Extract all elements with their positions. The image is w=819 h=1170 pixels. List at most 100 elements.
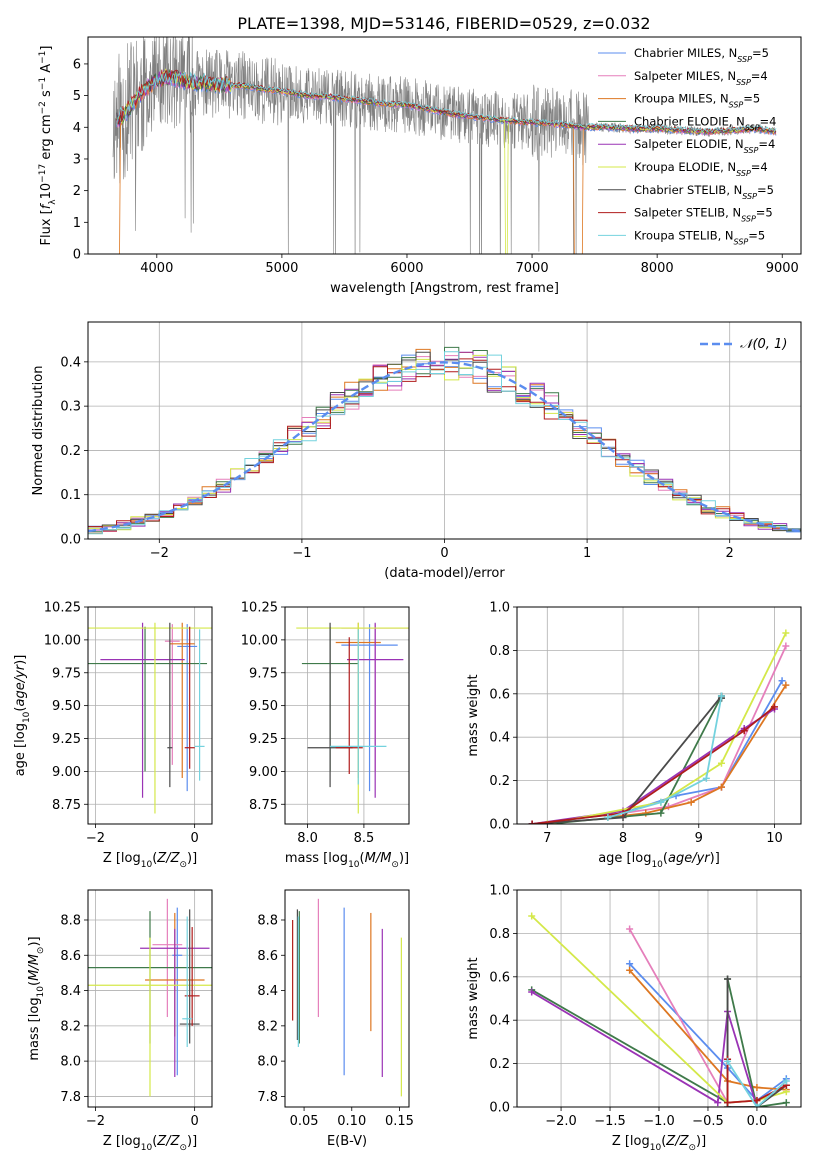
axis-label-part: Z xyxy=(156,851,167,866)
weight-point-marker xyxy=(753,1096,761,1104)
weight-series-line xyxy=(531,991,758,1107)
y-tick-label: 1 xyxy=(73,216,81,231)
y-tick-label: 0.6 xyxy=(489,970,510,985)
y-tick-label: 0.4 xyxy=(489,731,510,746)
axis-label-part: mass weight xyxy=(466,674,481,756)
y-tick-label: 0.2 xyxy=(489,774,510,789)
axis-label-part: / xyxy=(691,851,698,866)
axis-label-part: mass weight xyxy=(466,957,481,1039)
y-tick-label: 0.8 xyxy=(489,644,510,659)
legend-entry-sub: SSP xyxy=(729,100,744,109)
x-tick-label: 8 xyxy=(619,831,627,846)
y-tick-label: 3 xyxy=(73,152,81,167)
legend-entry-base: Chabrier STELIB, N xyxy=(634,183,742,197)
y-tick-label: 10.25 xyxy=(44,601,81,616)
weight-point-marker xyxy=(724,1057,732,1065)
legend-entry-sub: SSP xyxy=(744,146,759,155)
axis-label-part: (data-model)/error xyxy=(384,566,505,581)
x-tick-label: −0.5 xyxy=(692,1114,724,1129)
weight-point-marker xyxy=(770,703,778,711)
y-tick-label: 1.0 xyxy=(489,601,510,616)
axis-label-part: )] xyxy=(13,655,28,665)
y-tick-label: 8.0 xyxy=(60,1055,81,1070)
axis-label: Normed distribution xyxy=(31,366,46,496)
weight-series-line xyxy=(726,1060,787,1107)
legend-entry: Chabrier MILES, NSSP=5 xyxy=(634,46,769,64)
axis-label-part: 10 xyxy=(651,860,663,870)
axes-frame xyxy=(516,889,802,1108)
weight-point-marker xyxy=(626,966,634,974)
axes-frame xyxy=(284,889,410,1108)
axis-label-part: ( xyxy=(152,1134,157,1149)
axis-label-part: ⊙ xyxy=(391,860,399,870)
weight-point-marker xyxy=(717,783,725,791)
legend-entry-base: Salpeter STELIB, N xyxy=(634,206,741,220)
axis-label-part: ⊙ xyxy=(179,1143,187,1153)
axes-frame xyxy=(87,321,802,540)
axis-label-part: mass [log xyxy=(27,997,42,1060)
axis-label-part: 10 xyxy=(141,1143,153,1153)
y-tick-label: 1.0 xyxy=(489,884,510,899)
axis-label-part: wavelength [Angstrom, rest frame] xyxy=(330,281,559,296)
axis-label-part: λ xyxy=(48,199,58,205)
x-tick-label: 0.05 xyxy=(290,1114,319,1129)
axis-label-part: 10 xyxy=(650,1143,662,1153)
weight-point-marker xyxy=(702,774,710,782)
legend-entry: Kroupa STELIB, NSSP=5 xyxy=(634,228,765,246)
weight-point-marker xyxy=(626,925,634,933)
weight-point-marker xyxy=(782,629,790,637)
y-tick-label: 8.75 xyxy=(249,798,278,813)
panel-mass_weight_vs_Z: −2.0 −1.5 −1.0 −0.5 0.0 0.0 0.2 0.4 0.6 0.8 1.0 Z [… xyxy=(466,884,802,1153)
y-tick-label: 2 xyxy=(73,184,81,199)
legend-entry-sub: SSP xyxy=(741,214,756,223)
axis-label-part: Flux [ xyxy=(39,209,54,245)
legend-entry: 𝒩(0, 1) xyxy=(740,337,787,352)
axis-label-part: M xyxy=(27,954,42,965)
chart-layer: 4000 5000 6000 7000 8000 90000123456wavelengt… xyxy=(13,36,802,1153)
axis-label: age [log10(age/yr)] xyxy=(598,851,720,870)
weight-point-marker xyxy=(753,1103,761,1107)
x-tick-label: −2 xyxy=(86,831,105,846)
y-tick-label: 7.8 xyxy=(60,1090,81,1105)
legend-entry-eq: =4 xyxy=(760,114,777,128)
axis-label-part: 10 xyxy=(39,183,54,200)
axis-label-part: f xyxy=(39,202,54,209)
legend-entry: Chabrier STELIB, NSSP=5 xyxy=(634,183,774,201)
legend-entry-sub: SSP xyxy=(734,237,749,246)
x-tick-label: 7000 xyxy=(516,261,549,276)
y-tick-label: 0.0 xyxy=(60,533,81,548)
y-tick-label: 8.6 xyxy=(257,949,278,964)
weight-point-marker xyxy=(717,692,725,700)
y-tick-label: 9.25 xyxy=(52,732,81,747)
axis-label-part: )] xyxy=(27,936,42,946)
x-tick-label: 5000 xyxy=(265,261,298,276)
axis-label-part: yr xyxy=(13,663,28,679)
axis-label-part: / xyxy=(674,1134,681,1149)
axis-label-part: ( xyxy=(152,851,157,866)
y-tick-label: 0.1 xyxy=(60,488,81,503)
axis-label-part: E(B-V) xyxy=(327,1134,367,1149)
axis-label: wavelength [Angstrom, rest frame] xyxy=(330,281,559,296)
axis-label-part: Z xyxy=(679,1134,690,1149)
weight-point-marker xyxy=(753,1083,761,1091)
axis-label-part: age [log xyxy=(13,723,28,776)
axis-label-part: Z [log xyxy=(612,1134,650,1149)
weight-point-marker xyxy=(782,1088,790,1096)
y-tick-label: 0.0 xyxy=(489,1101,510,1116)
legend-entry-base: Salpeter MILES, N xyxy=(634,69,736,83)
x-tick-label: 0 xyxy=(440,546,448,561)
legend-entry-base: Kroupa MILES, N xyxy=(634,92,729,106)
axis-label-part: M xyxy=(27,970,42,981)
axis-label-part: 10 xyxy=(36,986,46,998)
y-tick-label: 9.00 xyxy=(249,765,278,780)
x-tick-label: 8000 xyxy=(641,261,674,276)
x-tick-label: 0 xyxy=(190,831,198,846)
axis-label-part: −2 xyxy=(38,101,48,114)
y-tick-label: 9.25 xyxy=(249,732,278,747)
x-tick-label: 9 xyxy=(695,831,703,846)
y-tick-label: 4 xyxy=(73,121,81,136)
legend-entry-eq: =4 xyxy=(751,160,768,174)
x-tick-label: −1.0 xyxy=(643,1114,675,1129)
